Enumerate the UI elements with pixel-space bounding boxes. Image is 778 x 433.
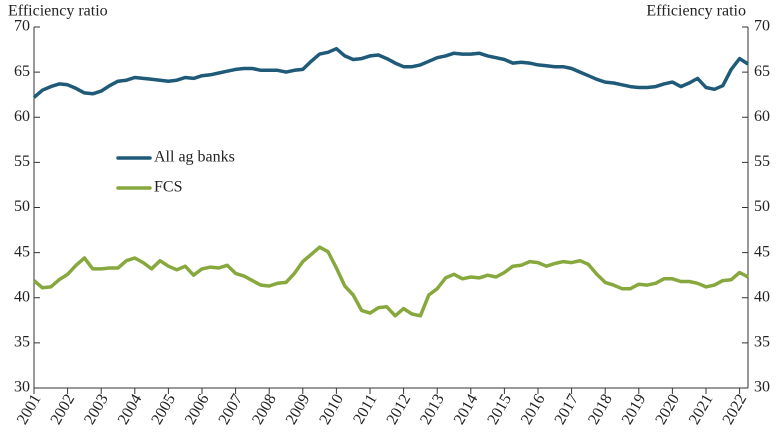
x-tick-label: 2021 — [686, 391, 717, 427]
y-tick-label: 60 — [14, 108, 30, 125]
x-tick-label: 2014 — [451, 391, 482, 427]
y-tick-label: 45 — [14, 243, 30, 260]
x-tick-label: 2008 — [249, 391, 280, 427]
x-tick-label: 2011 — [350, 391, 380, 427]
x-tick-label: 2006 — [182, 391, 213, 427]
x-tick-label: 2010 — [316, 391, 347, 427]
x-tick-label: 2022 — [720, 391, 751, 427]
x-tick-label: 2004 — [115, 391, 146, 427]
data-line — [32, 245, 749, 318]
x-tick-label: 2009 — [283, 391, 314, 427]
legend-label: FCS — [154, 179, 182, 196]
x-tick-label: 2016 — [518, 391, 549, 427]
legend-label: All ag banks — [154, 149, 235, 166]
y2-tick-label: 50 — [754, 198, 770, 215]
y2-tick-label: 60 — [754, 108, 770, 125]
y-tick-label: 35 — [14, 334, 30, 351]
y2-tick-label: 45 — [754, 243, 770, 260]
x-tick-label: 2018 — [585, 391, 616, 427]
x-tick-label: 2019 — [619, 391, 650, 427]
x-tick-label: 2005 — [148, 391, 179, 427]
x-tick-label: 2002 — [48, 391, 79, 427]
data-line — [32, 46, 749, 99]
y-tick-label: 65 — [14, 63, 30, 80]
y2-tick-label: 35 — [754, 334, 770, 351]
y-tick-label: 70 — [14, 18, 30, 35]
y-tick-label: 50 — [14, 198, 30, 215]
x-tick-label: 2012 — [384, 391, 415, 427]
y-tick-label: 55 — [14, 153, 30, 170]
y2-tick-label: 40 — [754, 288, 770, 305]
x-tick-label: 2020 — [652, 391, 683, 427]
x-tick-label: 2017 — [552, 391, 583, 427]
y-axis-label: Efficiency ratio — [8, 3, 108, 20]
y-tick-label: 30 — [14, 379, 30, 396]
y2-tick-label: 65 — [754, 63, 770, 80]
x-tick-label: 2015 — [484, 391, 515, 427]
x-tick-label: 2013 — [417, 391, 448, 427]
y-tick-label: 40 — [14, 288, 30, 305]
y2-tick-label: 55 — [754, 153, 770, 170]
x-tick-label: 2001 — [14, 391, 45, 427]
y2-axis-label: Efficiency ratio — [646, 3, 746, 20]
y2-tick-label: 70 — [754, 18, 770, 35]
x-tick-label: 2003 — [81, 391, 112, 427]
y2-tick-label: 30 — [754, 379, 770, 396]
x-tick-label: 2007 — [216, 391, 247, 427]
